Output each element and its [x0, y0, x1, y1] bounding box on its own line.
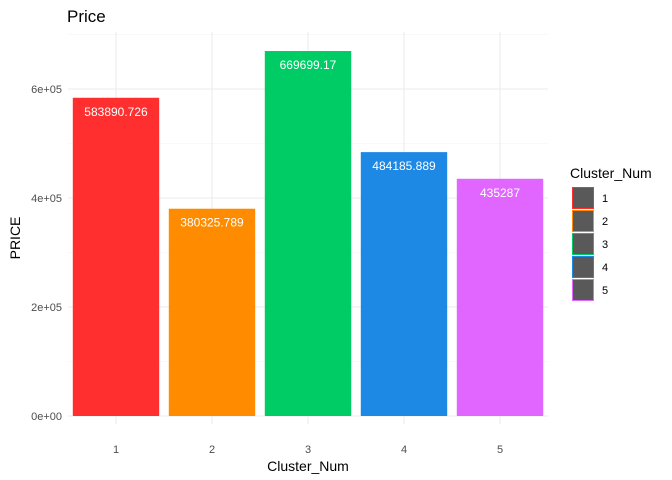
legend-key-5: [572, 279, 594, 301]
data-label-cluster-3: 669699.17: [280, 58, 337, 72]
legend: Cluster_Num 1 2 3 4 5: [570, 165, 652, 301]
x-axis-title: Cluster_Num: [267, 458, 349, 474]
bars: [72, 51, 544, 417]
data-label-cluster-5: 435287: [480, 186, 520, 200]
legend-items: 1 2 3 4 5: [572, 187, 608, 301]
legend-label-2: 2: [602, 216, 608, 228]
bar-cluster-4: [360, 152, 448, 416]
y-tick-label: 4e+05: [31, 193, 62, 205]
data-labels: 583890.726 380325.789 669699.17 484185.889 4…: [84, 58, 520, 230]
bar-cluster-5: [456, 178, 544, 416]
x-tick-label: 3: [305, 444, 311, 456]
x-tick-label: 2: [209, 444, 215, 456]
legend-title: Cluster_Num: [570, 165, 652, 181]
legend-label-5: 5: [602, 285, 608, 297]
legend-label-1: 1: [602, 193, 608, 205]
legend-label-3: 3: [602, 239, 608, 251]
legend-key-1: [572, 187, 594, 209]
legend-label-4: 4: [602, 262, 608, 274]
legend-key-3: [572, 233, 594, 255]
x-tick-label: 5: [497, 444, 503, 456]
data-label-cluster-4: 484185.889: [372, 159, 436, 173]
chart-title: Price: [67, 7, 106, 26]
y-tick-label: 0e+00: [31, 411, 62, 423]
bar-cluster-2: [168, 208, 256, 416]
y-axis-ticks: 0e+00 2e+05 4e+05 6e+05: [31, 84, 62, 423]
legend-key-4: [572, 256, 594, 278]
y-tick-label: 2e+05: [31, 302, 62, 314]
legend-key-2: [572, 210, 594, 232]
data-label-cluster-1: 583890.726: [84, 105, 148, 119]
x-tick-label: 1: [113, 444, 119, 456]
x-tick-label: 4: [401, 444, 407, 456]
bar-cluster-3: [264, 51, 352, 417]
y-axis-title: PRICE: [7, 217, 23, 260]
x-axis-ticks: 1 2 3 4 5: [113, 444, 503, 456]
y-tick-label: 6e+05: [31, 84, 62, 96]
bar-cluster-1: [72, 97, 160, 417]
data-label-cluster-2: 380325.789: [180, 216, 244, 230]
